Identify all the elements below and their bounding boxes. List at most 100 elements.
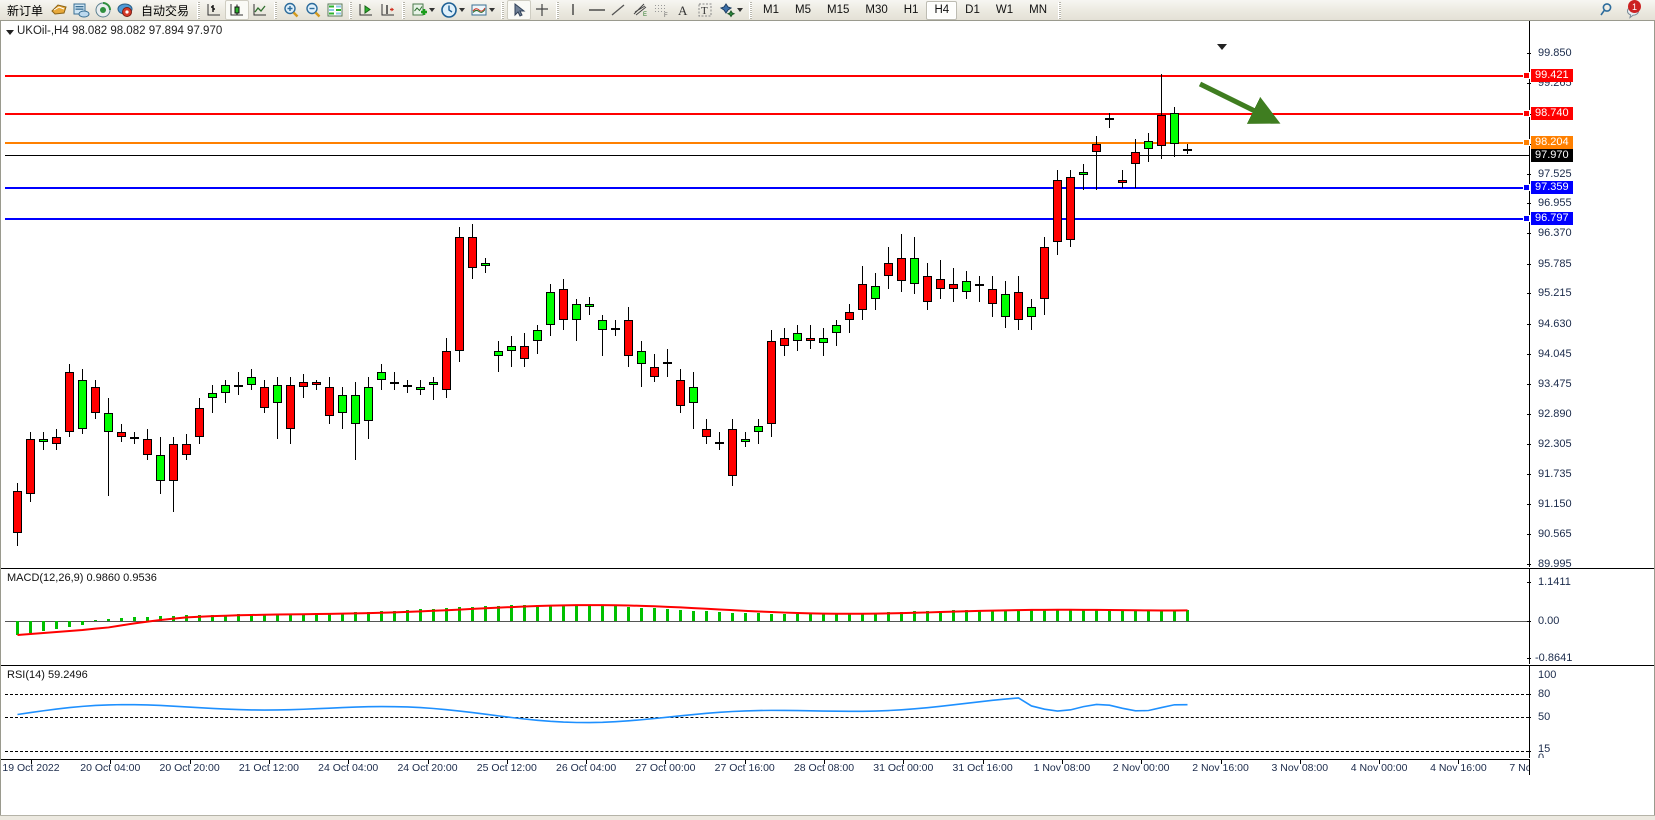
- vline-icon[interactable]: [562, 0, 584, 20]
- candle-body: [260, 387, 269, 409]
- price-axis-label: 91.735: [1538, 467, 1572, 480]
- new-order-button[interactable]: 新订单: [2, 0, 48, 20]
- rsi-plot[interactable]: [5, 666, 1529, 758]
- grid-icon[interactable]: [324, 0, 346, 20]
- macd-histogram-bar: [289, 613, 292, 621]
- macd-histogram-bar: [315, 613, 318, 621]
- price-line-support-1[interactable]: [5, 187, 1529, 189]
- timeframe-h1[interactable]: H1: [903, 3, 919, 16]
- macd-histogram-bar: [510, 605, 513, 621]
- rsi-axis[interactable]: 100 80 50 15 0: [1527, 666, 1654, 758]
- candle-body: [910, 257, 919, 284]
- price-line-handle[interactable]: [1523, 184, 1530, 191]
- timeframe-m30[interactable]: M30: [865, 3, 888, 16]
- chevron-down-icon[interactable]: [459, 8, 466, 12]
- channel-icon[interactable]: F: [650, 0, 672, 20]
- time-axis-label: 31 Oct 16:00: [952, 762, 1013, 774]
- chevron-down-icon[interactable]: [737, 8, 744, 12]
- price-line-handle[interactable]: [1523, 215, 1530, 222]
- objects-button[interactable]: [716, 0, 746, 20]
- bar-chart-icon[interactable]: [203, 0, 225, 20]
- price-line-handle[interactable]: [1523, 110, 1530, 117]
- macd-axis-tick-2: -0.8641: [1535, 652, 1573, 664]
- candle-body: [1014, 291, 1023, 321]
- timeframe-m15[interactable]: M15: [827, 3, 850, 16]
- search-icon[interactable]: [1595, 0, 1617, 20]
- price-line-handle[interactable]: [1523, 72, 1530, 79]
- price-line-entry[interactable]: [5, 142, 1529, 144]
- macd-histogram-bar: [679, 609, 682, 621]
- candle-body: [13, 491, 22, 533]
- macd-histogram-bar: [42, 621, 45, 631]
- signals-icon[interactable]: [114, 0, 136, 20]
- price-axis-label: 93.475: [1538, 377, 1572, 390]
- shift-end-icon[interactable]: [355, 0, 377, 20]
- price-line-support-2[interactable]: [5, 218, 1529, 220]
- line-chart-icon[interactable]: [249, 0, 271, 20]
- timeframe-d1[interactable]: D1: [965, 3, 980, 16]
- macd-axis[interactable]: 1.1411 0.00 -0.8641: [1527, 569, 1654, 664]
- chevron-down-icon[interactable]: [429, 8, 436, 12]
- alerts-icon[interactable]: 1: [1623, 0, 1645, 20]
- navigator-icon[interactable]: [92, 0, 114, 20]
- price-line-handle[interactable]: [1523, 139, 1530, 146]
- price-axis-label: 99.850: [1538, 47, 1572, 59]
- candle-body: [481, 263, 490, 266]
- hline-icon[interactable]: [584, 0, 606, 20]
- terminal-icon[interactable]: [70, 0, 92, 20]
- macd-plot[interactable]: [5, 569, 1529, 664]
- price-label-resistance-2[interactable]: 99.421: [1531, 69, 1573, 82]
- timeframe-m1[interactable]: M1: [763, 3, 780, 16]
- price-label-bid-price[interactable]: 97.970: [1531, 149, 1573, 162]
- macd-histogram-bar: [744, 613, 747, 621]
- price-line-resistance-1[interactable]: [5, 113, 1529, 115]
- chart-collapse-caret-icon[interactable]: [1217, 44, 1227, 50]
- rsi-pane[interactable]: RSI(14) 59.2496 100 80 50 15 0: [1, 665, 1654, 758]
- fibo-icon[interactable]: E: [628, 0, 650, 20]
- zoom-out-icon[interactable]: [302, 0, 324, 20]
- price-axis-tick: [1527, 83, 1531, 85]
- label-icon[interactable]: T: [694, 0, 716, 20]
- time-axis-tick: [586, 760, 588, 764]
- chevron-down-icon[interactable]: [489, 8, 496, 12]
- crosshair-icon[interactable]: [531, 0, 553, 20]
- timeframe-h4[interactable]: H4: [926, 0, 958, 20]
- period-button[interactable]: [438, 0, 468, 20]
- price-line-resistance-2[interactable]: [5, 75, 1529, 77]
- data-window-icon[interactable]: [48, 0, 70, 20]
- symbol-dropdown-caret-icon[interactable]: [6, 30, 14, 35]
- macd-histogram-bar: [484, 606, 487, 621]
- price-plot[interactable]: [5, 21, 1529, 567]
- templates-button[interactable]: [468, 0, 498, 20]
- trendline-icon[interactable]: [606, 0, 628, 20]
- price-label-entry-level[interactable]: 98.204: [1531, 136, 1573, 149]
- timeframe-m5[interactable]: M5: [795, 3, 811, 16]
- macd-pane[interactable]: MACD(12,26,9) 0.9860 0.9536 1.1411 0.00 …: [1, 568, 1654, 664]
- text-icon[interactable]: A: [672, 0, 694, 20]
- time-axis[interactable]: 19 Oct 2022 20 Oct 04:00 20 Oct 20:00 21 Oc…: [1, 759, 1566, 775]
- candle-body: [416, 387, 425, 391]
- timeframe-w1[interactable]: W1: [995, 3, 1014, 16]
- price-pane[interactable]: UKOil-,H4 98.082 98.082 97.894 97.970: [1, 21, 1654, 567]
- timeframe-mn[interactable]: MN: [1029, 3, 1047, 16]
- candle-body: [403, 384, 412, 388]
- price-label-resistance-1[interactable]: 98.740: [1531, 107, 1573, 120]
- cursor-icon[interactable]: [507, 0, 532, 20]
- autotrade-button[interactable]: 自动交易: [136, 0, 194, 20]
- candle-body: [247, 377, 256, 385]
- price-line-bid[interactable]: [5, 155, 1529, 156]
- price-label-support-2[interactable]: 96.797: [1531, 212, 1573, 225]
- price-axis[interactable]: 99.85099.26598.68098.10097.52596.95596.3…: [1523, 21, 1654, 567]
- zoom-in-icon[interactable]: [280, 0, 302, 20]
- macd-histogram-bar: [640, 607, 643, 621]
- chart-area[interactable]: UKOil-,H4 98.082 98.082 97.894 97.970: [0, 21, 1655, 820]
- macd-histogram-bar: [588, 605, 591, 621]
- candle-body: [1027, 307, 1036, 318]
- price-label-support-1[interactable]: 97.359: [1531, 181, 1573, 194]
- auto-scroll-icon[interactable]: [377, 0, 399, 20]
- price-axis-tick: [1527, 53, 1531, 54]
- candlestick-chart-icon[interactable]: [225, 0, 250, 20]
- indicators-button[interactable]: [408, 0, 438, 20]
- svg-text:A: A: [678, 3, 688, 18]
- macd-histogram-bar: [874, 612, 877, 621]
